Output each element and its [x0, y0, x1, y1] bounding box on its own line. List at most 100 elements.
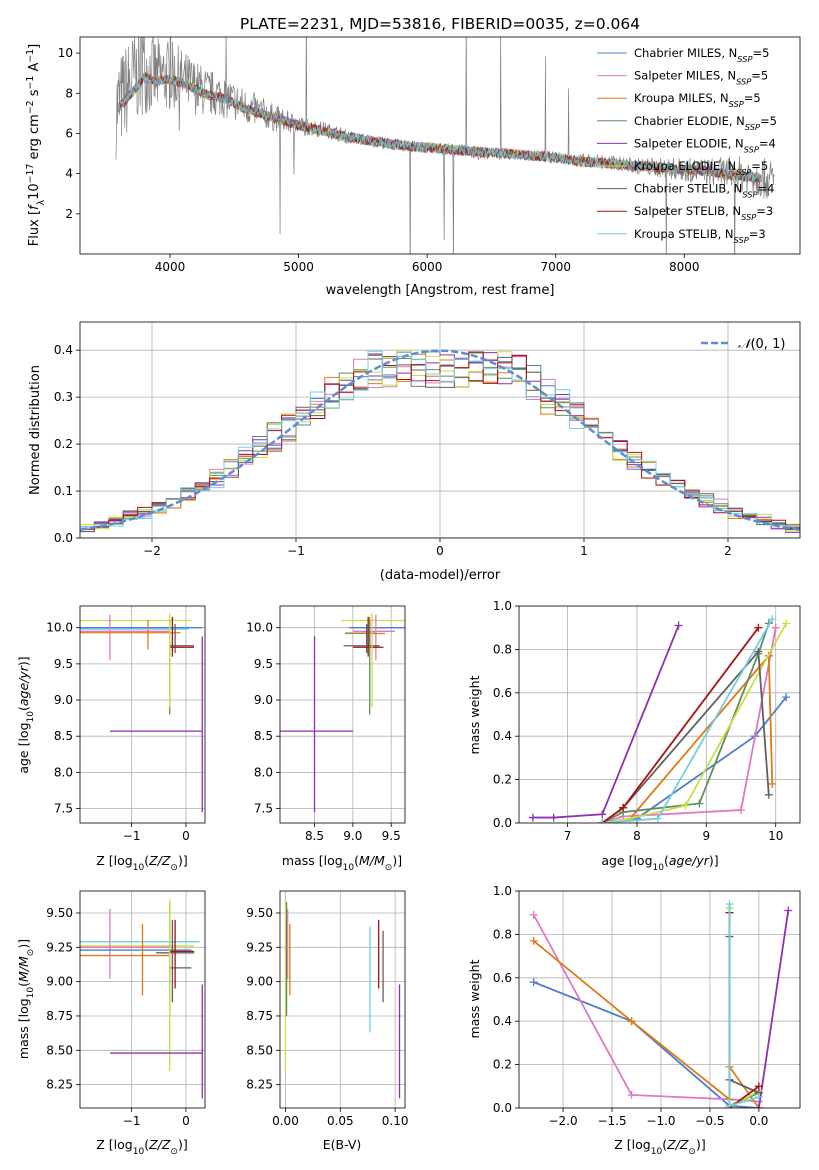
- y-tick-label: 0.4: [493, 1014, 512, 1028]
- weight-line: [728, 908, 760, 1108]
- y-axis-label: mass [log10(M/M⊙)]: [16, 939, 36, 1059]
- y-tick-label: 0.8: [493, 642, 512, 656]
- x-axis-label: Z [log10(Z/Z⊙)]: [96, 853, 187, 873]
- y-tick-label: 1.0: [493, 884, 512, 898]
- weight-line: [533, 940, 760, 1108]
- figure-title: PLATE=2231, MJD=53816, FIBERID=0035, z=0…: [240, 15, 640, 33]
- weight-marker: [529, 910, 538, 919]
- axes-age-vs-Z: −1 0 7.5 8.0 8.5 9.0 9.5 10.0 Z [log10(Z/Z⊙)] age…: [16, 605, 206, 873]
- axes-spectrum: 4000 5000 6000 7000 8000 2 4 6 8 10 wavelength [An…: [25, 36, 801, 298]
- weight-line: [602, 622, 787, 823]
- plot-area: [80, 606, 205, 823]
- weight-marker: [754, 1082, 763, 1091]
- y-tick-label: 8.25: [46, 1078, 73, 1092]
- errorbar-point: [80, 923, 170, 996]
- legend-entry: 𝒩(0, 1): [738, 337, 785, 352]
- legend-entry: Chabrier STELIB, NSSP=4: [634, 182, 774, 200]
- grid-lines: [519, 606, 800, 823]
- y-axis-label: mass weight: [467, 675, 482, 754]
- weight-line: [533, 981, 759, 1108]
- weight-line: [601, 627, 760, 823]
- weight-line: [728, 912, 760, 1108]
- y-tick-label: 9.00: [246, 975, 273, 989]
- x-tick-label: 8: [633, 829, 641, 843]
- y-tick-label: 6: [65, 126, 73, 140]
- x-tick-label: 0: [182, 829, 190, 843]
- axes-frame: [279, 890, 406, 1109]
- x-axis-label: Z [log10(Z/Z⊙)]: [96, 1137, 187, 1157]
- y-tick-label: 10.0: [246, 621, 273, 635]
- y-tick-label: 0.6: [493, 686, 512, 700]
- errorbar-point: [345, 616, 386, 650]
- weight-marker: [782, 619, 791, 628]
- weight-line: [601, 627, 777, 823]
- x-tick-label: −2.0: [548, 1114, 577, 1128]
- y-tick-label: 8.5: [54, 729, 73, 743]
- weight-marker: [771, 623, 780, 632]
- legend-entry: Chabrier MILES, NSSP=5: [634, 46, 769, 64]
- errorbar-point: [80, 614, 170, 661]
- errorbar-point: [169, 616, 195, 657]
- weight-marker: [598, 810, 607, 819]
- y-axis-label: Normed distribution: [28, 365, 43, 495]
- x-tick-label: 6000: [412, 260, 443, 274]
- x-tick-label: 5000: [283, 260, 314, 274]
- x-tick-label: 7: [564, 829, 572, 843]
- axes-frame: [518, 605, 801, 824]
- weight-marker: [737, 805, 746, 814]
- y-tick-label: 9.0: [254, 693, 273, 707]
- x-axis-label: age [log10(age/yr)]: [601, 853, 718, 873]
- grid-lines: [280, 606, 405, 823]
- x-tick-label: 0: [436, 544, 444, 558]
- plot-area: [519, 891, 800, 1108]
- residual-histogram: [80, 350, 800, 528]
- grid-lines: [280, 891, 405, 1108]
- errorbar-point: [169, 919, 195, 989]
- axes-frame: [79, 890, 206, 1109]
- y-tick-label: 0.6: [493, 971, 512, 985]
- normal-curve: [80, 349, 800, 532]
- y-tick-label: 0.0: [493, 1101, 512, 1115]
- weight-marker: [754, 647, 763, 656]
- weight-line: [532, 914, 759, 1103]
- y-tick-label: 8.0: [254, 765, 273, 779]
- y-tick-label: 8.50: [46, 1043, 73, 1057]
- axes-age-vs-mass: 8.5 9.0 9.5 7.5 8.0 8.5 9.0 9.5 10.0 mass [log10(…: [246, 605, 406, 873]
- weight-marker: [768, 779, 777, 788]
- x-tick-label: 0.00: [272, 1114, 299, 1128]
- x-tick-label: 0.05: [327, 1114, 354, 1128]
- plot-area: [80, 891, 205, 1108]
- legend-entry: Salpeter STELIB, NSSP=3: [634, 204, 773, 222]
- y-tick-label: 7.5: [54, 802, 73, 816]
- axes-weight-vs-Z: −2.0 −1.5 −1.0 −0.5 0.0 0.0 0.2 0.4 0.6 0.8 1.0 Z […: [467, 884, 801, 1157]
- weight-line: [728, 936, 760, 1094]
- y-tick-label: 0.2: [54, 437, 73, 451]
- y-tick-label: 9.50: [46, 906, 73, 920]
- axes-mass-vs-Z: −1 0 8.25 8.50 8.75 9.00 9.25 9.50 Z [log10(Z/Z⊙…: [16, 890, 206, 1157]
- residual-histogram: [80, 356, 800, 533]
- y-tick-label: 8.50: [246, 1043, 273, 1057]
- weight-marker: [529, 978, 538, 987]
- x-tick-label: 2: [724, 544, 732, 558]
- y-tick-label: 10: [58, 46, 73, 60]
- x-tick-label: −1: [287, 544, 305, 558]
- x-tick-label: −1.0: [646, 1114, 675, 1128]
- x-axis-label: (data-model)/error: [380, 568, 501, 583]
- y-tick-label: 0.0: [54, 531, 73, 545]
- x-tick-label: −2: [143, 544, 161, 558]
- weight-marker: [528, 813, 537, 822]
- weight-marker: [598, 819, 607, 823]
- x-tick-label: 0: [182, 1114, 190, 1128]
- y-tick-label: 8: [65, 86, 73, 100]
- legend-entry: Kroupa STELIB, NSSP=3: [634, 227, 766, 245]
- x-tick-label: 9.0: [343, 829, 362, 843]
- y-tick-label: 0.2: [493, 1058, 512, 1072]
- plot-area: [80, 322, 800, 538]
- x-tick-label: 7000: [540, 260, 571, 274]
- errorbar-point: [80, 908, 170, 979]
- y-axis-label: mass weight: [467, 959, 482, 1038]
- x-tick-label: 1: [580, 544, 588, 558]
- x-tick-label: 4000: [155, 260, 186, 274]
- x-axis-label: wavelength [Angstrom, rest frame]: [326, 283, 555, 298]
